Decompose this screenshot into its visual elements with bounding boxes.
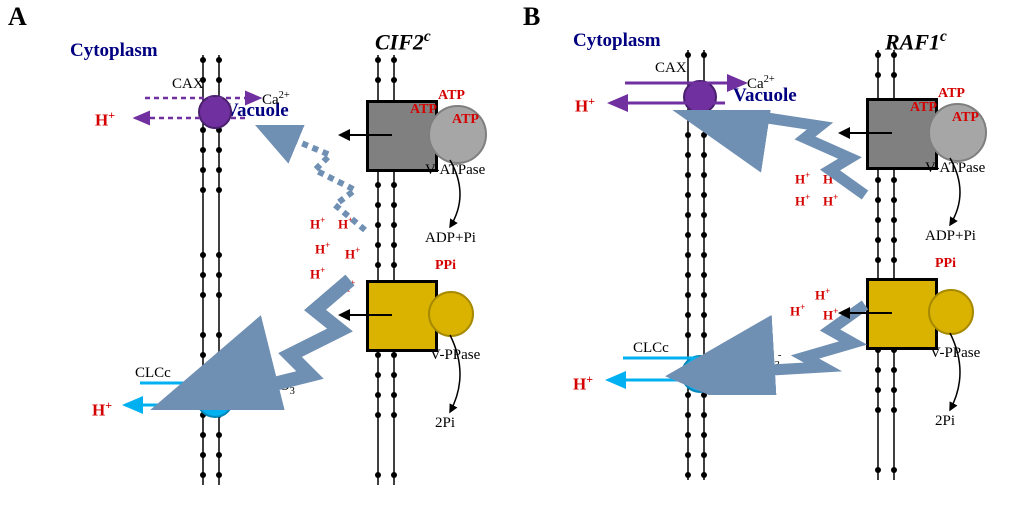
cytoplasm-label-b: Cytoplasm [573, 30, 661, 52]
cax-label-a: CAX [172, 76, 204, 93]
vatpase-label-a: V-ATPase [425, 162, 485, 179]
h-a-2: H+ [338, 215, 353, 232]
genotype-b: RAF1c [885, 28, 947, 55]
h-a-4: H+ [345, 245, 360, 262]
atp-b-2: ATP [910, 100, 937, 116]
h-a-5: H+ [310, 265, 325, 282]
hb-7: H+ [823, 306, 838, 323]
cax-label-b: CAX [655, 60, 687, 77]
ca-out-a: Ca2+ [262, 90, 290, 109]
ppi-a: PPi [435, 258, 456, 274]
h-a-1: H+ [310, 215, 325, 232]
h-cax-a: H+ [95, 108, 115, 131]
cytoplasm-label-a: Cytoplasm [70, 40, 158, 62]
genotype-a: CIF2c [375, 28, 431, 55]
adppi-b: ADP+Pi [925, 228, 976, 245]
panel-b: B Cytoplasm Vacuole RAF1c [515, 0, 1029, 519]
clc-transporter-a [196, 380, 234, 418]
membrane-b-left [680, 50, 720, 480]
hb-1: H+ [795, 170, 810, 187]
h-a-6: H+ [340, 278, 355, 295]
hb-5: H+ [815, 286, 830, 303]
clc-label-a: CLCc [135, 365, 171, 382]
clc-transporter-b [681, 355, 719, 393]
h-clc-b: H+ [573, 372, 593, 395]
h-clc-a: H+ [92, 398, 112, 421]
vppase-label-b: V-PPase [930, 345, 980, 362]
hb-3: H+ [795, 192, 810, 209]
cax-transporter-b [683, 80, 717, 114]
atp-a-3: ATP [452, 112, 479, 128]
twopi-b: 2Pi [935, 413, 955, 430]
no3-out-a: NO3- [268, 376, 296, 397]
h-a-3: H+ [315, 240, 330, 257]
atp-a-1: ATP [438, 88, 465, 104]
vppase-head-b [928, 289, 974, 335]
vppase-head-a [428, 291, 474, 337]
atp-b-1: ATP [938, 86, 965, 102]
vatpase-label-b: V-ATPase [925, 160, 985, 177]
panel-a-label: A [8, 2, 27, 32]
clc-label-b: CLCc [633, 340, 669, 357]
ca-out-b: Ca2+ [747, 74, 775, 93]
atp-a-2: ATP [410, 102, 437, 118]
panel-b-label: B [523, 2, 540, 32]
hb-4: H+ [823, 192, 838, 209]
no3-out-b: NO3- [753, 350, 781, 371]
zigzag1-b [655, 110, 885, 220]
atp-b-3: ATP [952, 110, 979, 126]
hb-6: H+ [790, 302, 805, 319]
h-cax-b: H+ [575, 94, 595, 117]
ppi-b: PPi [935, 256, 956, 272]
adppi-a: ADP+Pi [425, 230, 476, 247]
cax-transporter-a [198, 95, 232, 129]
zigzag1-a [165, 125, 385, 255]
vppase-label-a: V-PPase [430, 347, 480, 364]
panel-a: A Cytoplasm Vacuole CIF2c [0, 0, 514, 519]
hb-2: H+ [823, 170, 838, 187]
twopi-a: 2Pi [435, 415, 455, 432]
